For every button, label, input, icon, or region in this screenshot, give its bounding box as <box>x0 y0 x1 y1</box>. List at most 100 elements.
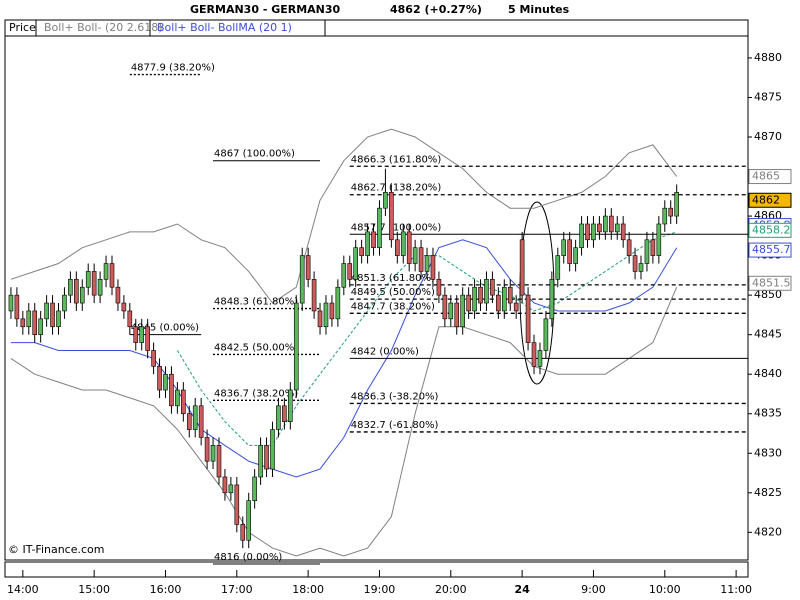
y-tick-label: 4880 <box>754 51 782 64</box>
price-tag <box>748 222 792 238</box>
x-tick-label: 10:00 <box>649 583 681 596</box>
fib-label: 4836.3 (-38.20%) <box>351 391 439 402</box>
candle-body <box>674 192 679 217</box>
price-tag-label: 4858.2 <box>752 223 791 236</box>
candle-body <box>608 215 614 233</box>
fib-label: 4842 (0.00%) <box>351 346 419 357</box>
band-middle <box>10 239 678 478</box>
candle-body <box>50 302 55 328</box>
x-tick-label: 20:00 <box>435 583 467 596</box>
candle-body <box>210 445 216 462</box>
candle-body <box>198 405 204 438</box>
y-tick-label: 4850 <box>754 288 782 301</box>
candle-body <box>347 263 353 280</box>
legend-entry: Price <box>9 21 36 34</box>
candle-body <box>115 286 121 304</box>
candle-body <box>436 279 442 296</box>
candle-body <box>597 223 602 233</box>
candle-body <box>288 389 293 422</box>
candle-body <box>79 286 85 304</box>
price-tag <box>748 275 792 291</box>
candle-body <box>454 302 460 328</box>
candle-body <box>365 231 370 256</box>
candle-body <box>531 342 537 367</box>
fib-label: 4857.7 (100.00%) <box>351 222 442 233</box>
candle-body <box>151 350 156 367</box>
candle-body <box>103 263 109 280</box>
legend-entry: Boll+ Boll- (20 2.618) <box>44 21 163 34</box>
candle-body <box>507 286 513 304</box>
candle-body <box>317 310 323 328</box>
time-axis-frame <box>4 561 749 578</box>
fib-label: 4851.3 (61.80%) <box>351 273 435 284</box>
candle-body <box>525 294 531 343</box>
candle-body <box>496 294 501 312</box>
candle-body <box>626 239 632 256</box>
candle-body <box>56 310 61 328</box>
candle-body <box>490 279 495 296</box>
candle-body <box>632 255 638 272</box>
fib-label: 4816 (0.00%) <box>214 552 282 563</box>
y-tick-label: 4875 <box>754 90 782 103</box>
candle-body <box>121 302 127 312</box>
x-tick-label: 9:00 <box>581 583 606 596</box>
candle-body <box>668 207 674 217</box>
fib-label: 4877.9 (38.20%) <box>131 63 215 74</box>
candle-body <box>484 279 489 304</box>
candle-body <box>175 389 180 407</box>
candle-body <box>478 286 483 304</box>
y-tick-label: 4835 <box>754 407 782 420</box>
candle-body <box>264 445 269 470</box>
candle-body <box>293 302 299 391</box>
y-tick-label: 4825 <box>754 486 782 499</box>
candle-body <box>418 247 424 272</box>
last-price: 4862 (+0.27%) <box>390 3 482 16</box>
candle-body <box>389 192 394 241</box>
candle-body <box>377 207 382 249</box>
candle-body <box>561 239 567 256</box>
y-tick-label: 4845 <box>754 328 782 341</box>
candle-body <box>395 239 400 256</box>
credit: © IT-Finance.com <box>8 543 105 556</box>
fib-label: 4866.3 (161.80%) <box>351 154 442 165</box>
band-upper <box>10 128 678 304</box>
candle-body <box>91 271 97 296</box>
price-tag-label: 4851.5 <box>752 276 791 289</box>
candle-body <box>466 294 471 312</box>
legend-entry: Boll+ Boll- BollMA (20 1) <box>157 21 292 34</box>
fib-label: 4847.7 (38.20%) <box>351 301 435 312</box>
candle-body <box>169 373 174 407</box>
price-tag <box>748 242 792 258</box>
y-tick-label: 4870 <box>754 130 782 143</box>
candle-body <box>501 286 507 312</box>
candle-body <box>234 484 240 525</box>
candle-body <box>44 302 49 320</box>
candle-body <box>26 310 32 328</box>
candle-body <box>252 476 257 502</box>
price-tag <box>748 169 792 185</box>
candle-body <box>127 310 133 328</box>
candle-body <box>20 318 26 328</box>
candle-body <box>644 239 650 264</box>
candle-body <box>133 326 139 343</box>
fib-label: 4848.3 (61.80%) <box>214 297 298 308</box>
candle-body <box>204 437 210 462</box>
y-tick-label: 4820 <box>754 525 782 538</box>
x-tick-label: 19:00 <box>364 583 396 596</box>
candle-body <box>519 239 525 296</box>
price-tag-label: 4862 <box>752 193 780 206</box>
fib-label: 4842.5 (50.00%) <box>214 342 298 353</box>
fib-label: 4867 (100.00%) <box>214 149 295 160</box>
candle-body <box>406 231 412 264</box>
candle-body <box>282 405 287 422</box>
candle-body <box>246 500 252 541</box>
candle-body <box>430 255 436 280</box>
candle-body <box>258 445 263 478</box>
candle-body <box>472 286 477 312</box>
candle-body <box>424 255 430 272</box>
price-tag-label: 4865 <box>752 170 780 183</box>
price-tag <box>748 192 792 208</box>
candle-body <box>603 215 608 233</box>
